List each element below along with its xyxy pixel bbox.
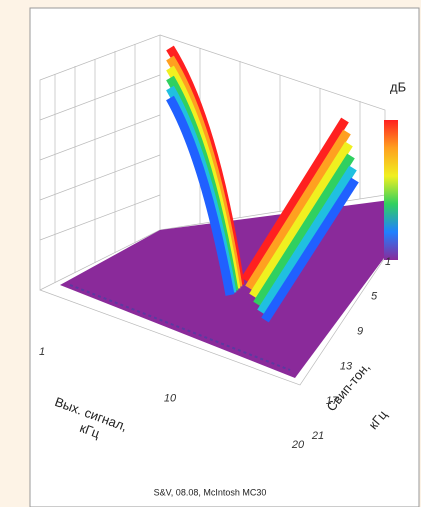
y-tick-label: 13: [340, 360, 353, 372]
y-tick-label: 21: [311, 430, 324, 442]
curved-ridge: [166, 45, 245, 296]
caption: S&V, 08.08, McIntosh MC30: [154, 487, 267, 497]
y-tick-label: 1: [385, 256, 391, 268]
straight-ridge: [241, 117, 359, 323]
y-tick-label: 9: [357, 326, 363, 338]
z-unit: дБ: [390, 79, 406, 94]
colorbar: [384, 120, 398, 260]
x-axis-label: кГц: [78, 420, 103, 441]
y-tick-label: 5: [371, 291, 378, 303]
x-tick-label: 20: [291, 439, 305, 451]
x-tick-label: 1: [39, 346, 45, 358]
x-tick-label: 10: [164, 392, 177, 404]
y-tick-label: 17: [326, 395, 339, 407]
